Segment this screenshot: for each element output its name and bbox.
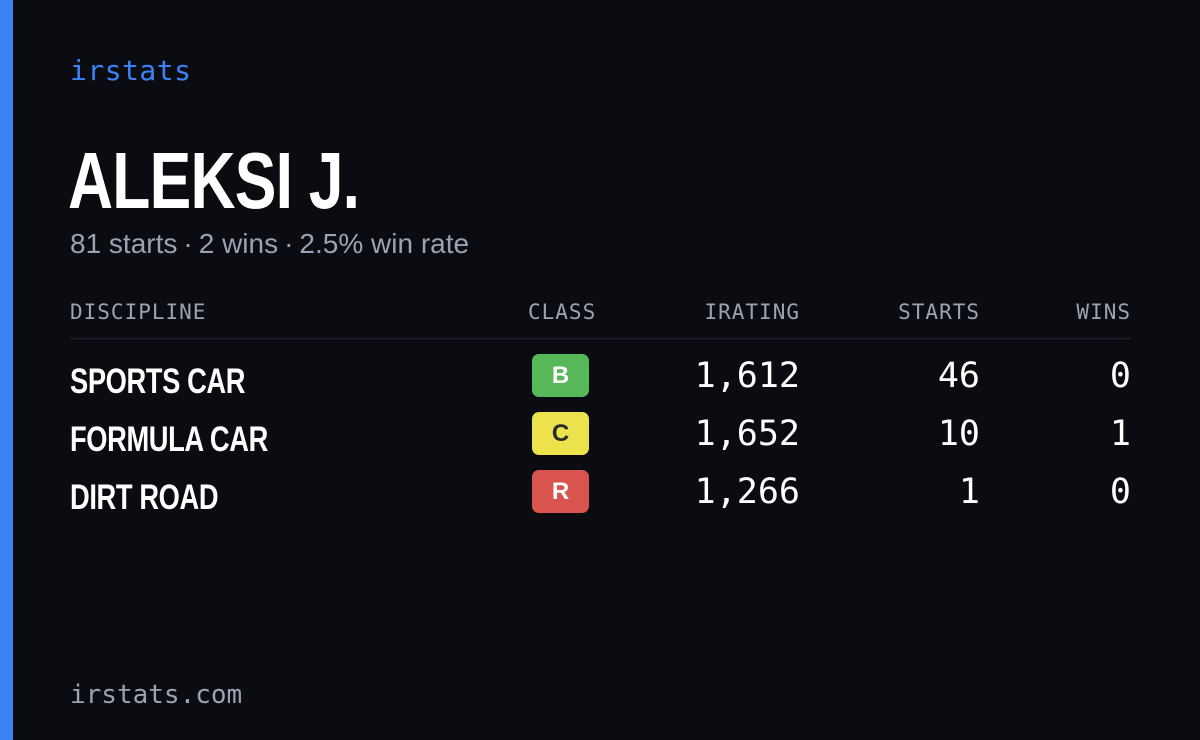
accent-bar — [0, 0, 13, 740]
row-starts: 1 — [958, 472, 980, 512]
table-header: DISCIPLINE CLASS IRATING STARTS WINS — [70, 300, 1131, 339]
header-starts: STARTS — [898, 300, 980, 324]
class-badge: R — [532, 470, 589, 513]
summary-separator: · — [183, 228, 193, 259]
table-row: DIRT ROAD R 1,266 1 0 — [70, 470, 1131, 520]
summary-separator: · — [284, 228, 294, 259]
footer-url[interactable]: irstats.com — [70, 680, 243, 710]
row-wins: 0 — [1109, 472, 1131, 512]
row-discipline: DIRT ROAD — [70, 478, 219, 517]
row-irating: 1,266 — [694, 472, 800, 512]
win-rate-summary: 2.5% win rate — [299, 228, 470, 259]
class-badge: C — [532, 412, 589, 455]
starts-summary: 81 starts — [70, 228, 178, 259]
row-starts: 46 — [937, 356, 980, 396]
header-class: CLASS — [528, 300, 597, 324]
driver-name: ALEKSI J. — [68, 136, 360, 225]
wins-summary: 2 wins — [198, 228, 279, 259]
header-irating: IRATING — [704, 300, 800, 324]
row-starts: 10 — [937, 414, 980, 454]
row-wins: 1 — [1109, 414, 1131, 454]
class-badge: B — [532, 354, 589, 397]
table-row: FORMULA CAR C 1,652 10 1 — [70, 412, 1131, 462]
row-irating: 1,652 — [694, 414, 800, 454]
driver-summary: 81 starts · 2 wins · 2.5% win rate — [70, 228, 469, 260]
header-wins: WINS — [1076, 300, 1131, 324]
row-irating: 1,612 — [694, 356, 800, 396]
row-discipline: FORMULA CAR — [70, 420, 268, 459]
header-discipline: DISCIPLINE — [70, 300, 207, 324]
brand-logo[interactable]: irstats — [70, 54, 192, 87]
row-discipline: SPORTS CAR — [70, 362, 246, 401]
row-wins: 0 — [1109, 356, 1131, 396]
table-row: SPORTS CAR B 1,612 46 0 — [70, 354, 1131, 404]
